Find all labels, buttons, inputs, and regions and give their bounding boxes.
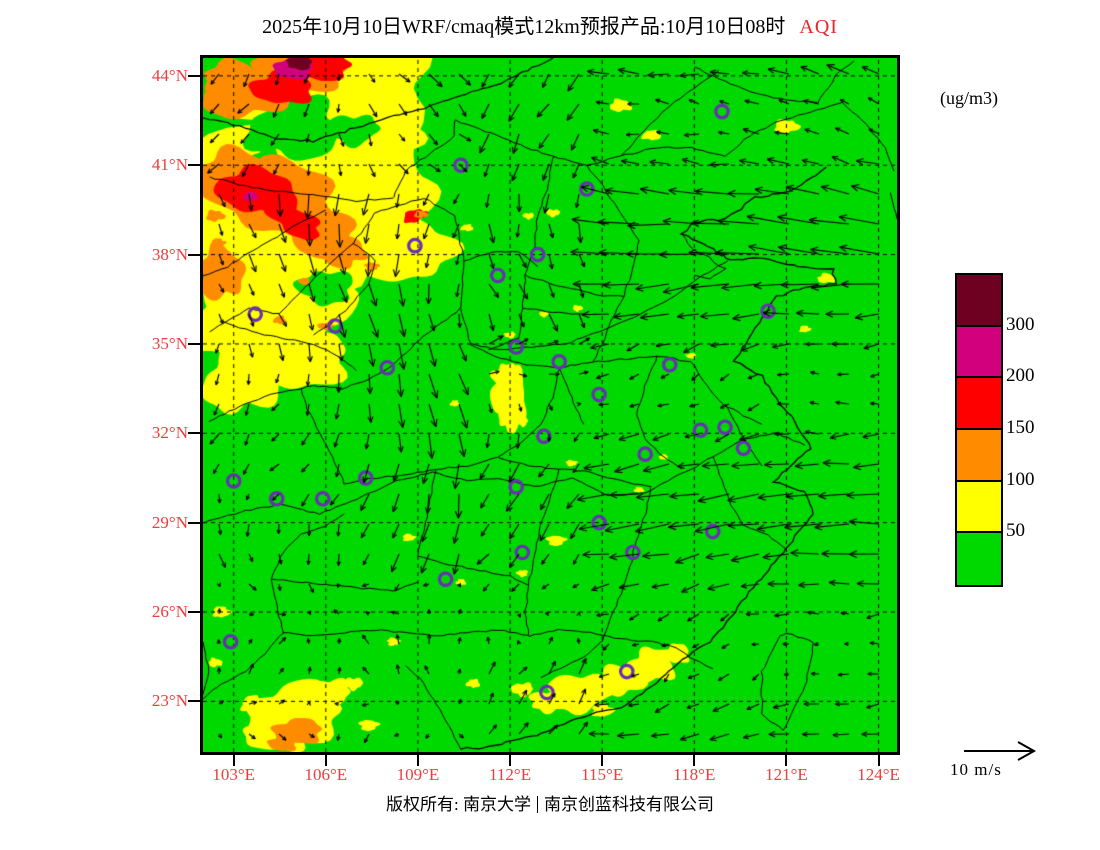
title-main-text: 2025年10月10日WRF/cmaq模式12km预报产品:10月10日08时 (262, 16, 786, 38)
longitude-tick-mark (877, 755, 880, 766)
aqi-heatmap-canvas[interactable] (203, 58, 897, 752)
latitude-tick-mark (188, 74, 200, 77)
longitude-tick-label-112: 112°E (489, 765, 532, 784)
wind-scale-key: 10 m/s (950, 740, 1090, 780)
wind-scale-label: 10 m/s (950, 760, 1002, 779)
longitude-tick-mark (416, 755, 419, 766)
arrow-right-icon (964, 741, 1037, 761)
colorbar-band-2[interactable] (957, 378, 1001, 430)
colorbar-value-100: 100 (1006, 468, 1035, 490)
colorbar-units-label: (ug/m3) (940, 88, 998, 108)
latitude-tick-label-35: 35°N (151, 333, 188, 353)
longitude-tick-mark (601, 755, 604, 766)
latitude-tick-mark (188, 521, 200, 524)
title-variable-label: AQI (799, 16, 838, 38)
longitude-tick-mark (693, 755, 696, 766)
latitude-tick-mark (188, 432, 200, 435)
latitude-tick-label-41: 41°N (151, 155, 188, 175)
colorbar-value-50: 50 (1006, 520, 1025, 542)
latitude-tick-label-44: 44°N (151, 65, 188, 85)
longitude-tick-label-109: 109°E (396, 765, 440, 784)
longitude-tick-mark (232, 755, 235, 766)
colorbar-value-150: 150 (1006, 416, 1035, 438)
colorbar-value-200: 200 (1006, 365, 1035, 387)
copyright-footer: 版权所有: 南京大学 南京创蓝科技有限公司 (0, 790, 1100, 815)
latitude-tick-label-26: 26°N (151, 602, 188, 621)
longitude-tick-label-121: 121°E (765, 765, 808, 784)
footer-divider (536, 796, 538, 813)
forecast-map-plot[interactable] (200, 55, 900, 755)
longitude-tick-label-115: 115°E (581, 765, 624, 784)
longitude-tick-label-106: 106°E (304, 765, 348, 784)
aqi-colorbar[interactable] (955, 273, 1003, 587)
colorbar-band-3[interactable] (957, 429, 1001, 482)
latitude-tick-label-32: 32°N (151, 423, 188, 443)
latitude-tick-mark (188, 611, 200, 613)
colorbar-value-300: 300 (1006, 313, 1035, 335)
longitude-tick-mark (324, 755, 327, 766)
longitude-tick-label-103: 103°E (212, 765, 256, 784)
latitude-tick-label-38: 38°N (151, 244, 188, 264)
latitude-tick-label-23: 23°N (151, 691, 188, 711)
page-title: 2025年10月10日WRF/cmaq模式12km预报产品:10月10日08时 A… (0, 10, 1100, 39)
copyright-right-text: 南京创蓝科技有限公司 (543, 795, 714, 814)
latitude-tick-mark (188, 700, 200, 703)
longitude-tick-label-118: 118°E (673, 765, 716, 784)
colorbar-band-5[interactable] (957, 533, 1001, 585)
colorbar-band-0[interactable] (957, 275, 1001, 327)
latitude-tick-mark (188, 342, 200, 345)
longitude-tick-mark (785, 755, 788, 766)
latitude-tick-label-29: 29°N (151, 512, 188, 532)
latitude-tick-mark (188, 253, 200, 256)
latitude-tick-mark (188, 164, 200, 167)
copyright-left-text: 版权所有: 南京大学 (386, 795, 531, 814)
longitude-tick-label-124: 124°E (857, 765, 900, 784)
colorbar-band-4[interactable] (957, 481, 1001, 534)
colorbar-band-1[interactable] (957, 326, 1001, 379)
longitude-tick-mark (509, 755, 512, 766)
